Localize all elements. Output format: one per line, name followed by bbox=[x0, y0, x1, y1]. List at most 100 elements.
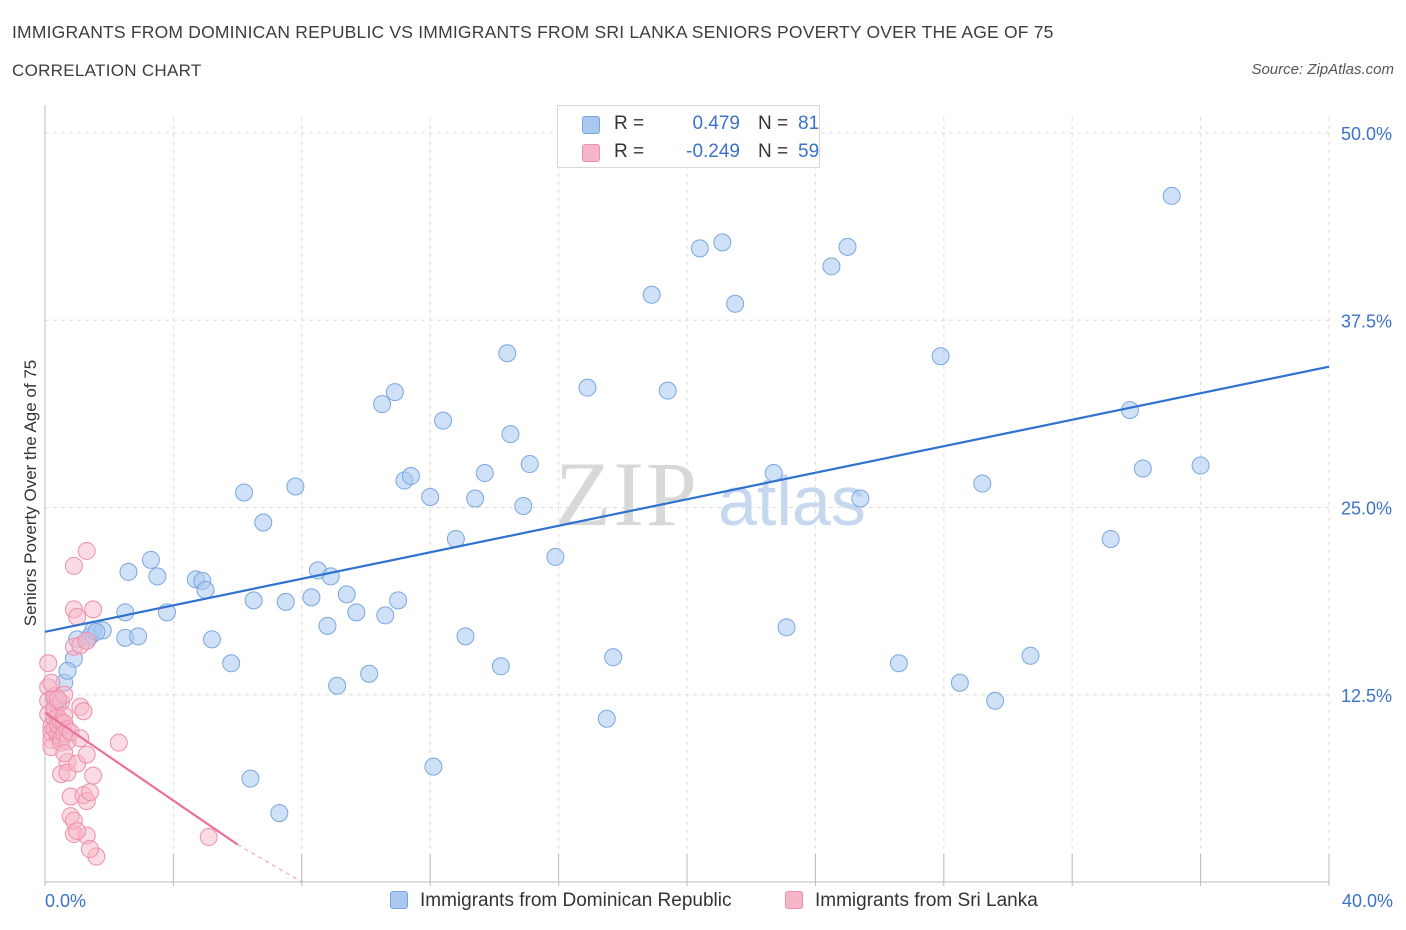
dominican-point bbox=[141, 550, 160, 569]
dominican-point bbox=[424, 757, 443, 776]
dominican-trendline bbox=[44, 365, 1330, 633]
svg-text:atlas: atlas bbox=[718, 462, 866, 540]
legend-n-label: N = bbox=[758, 113, 789, 134]
dominican-point bbox=[148, 567, 167, 586]
dominican-point bbox=[286, 477, 305, 496]
dominican-point bbox=[764, 464, 783, 483]
dominican-point bbox=[328, 676, 347, 695]
legend-item-dominican: Immigrants from Dominican Republic bbox=[390, 890, 732, 912]
srilanka-point bbox=[84, 600, 103, 619]
dominican-point bbox=[726, 294, 745, 313]
srilanka-point bbox=[68, 607, 87, 626]
dominican-point bbox=[931, 347, 950, 366]
dominican-point bbox=[713, 233, 732, 252]
dominican-point bbox=[337, 585, 356, 604]
dominican-point bbox=[302, 588, 321, 607]
dominican-point bbox=[385, 383, 404, 402]
points-layer bbox=[39, 186, 1210, 866]
srilanka-point bbox=[80, 840, 99, 859]
legend-r-value: 0.479 bbox=[692, 113, 740, 134]
dominican-point bbox=[235, 483, 254, 502]
dominican-point bbox=[321, 567, 340, 586]
dominican-point bbox=[950, 673, 969, 692]
legend-n-label: N = bbox=[758, 141, 789, 162]
y-tick-label: 25.0% bbox=[1341, 499, 1392, 519]
dominican-point bbox=[889, 654, 908, 673]
chart-title: IMMIGRANTS FROM DOMINICAN REPUBLIC VS IM… bbox=[12, 22, 1054, 42]
dominican-point bbox=[116, 603, 135, 622]
dominican-point bbox=[347, 603, 366, 622]
srilanka-point bbox=[39, 654, 58, 673]
dominican-point bbox=[270, 804, 289, 823]
dominican-point bbox=[642, 285, 661, 304]
dominican-point bbox=[1133, 459, 1152, 478]
dominican-point bbox=[690, 239, 709, 258]
y-tick-label: 37.5% bbox=[1341, 311, 1392, 331]
dominican-point bbox=[1191, 456, 1210, 475]
source-credit: Source: ZipAtlas.com bbox=[1251, 61, 1394, 78]
dominican-point bbox=[376, 606, 395, 625]
dominican-point bbox=[222, 654, 241, 673]
stats-legend: R = 0.479 N = 81 R = -0.249 N = 59 bbox=[557, 105, 820, 168]
srilanka-point bbox=[74, 702, 93, 721]
legend-label: Immigrants from Sri Lanka bbox=[815, 890, 1038, 911]
srilanka-point bbox=[109, 733, 128, 752]
dominican-point bbox=[360, 664, 379, 683]
dominican-point bbox=[546, 547, 565, 566]
dominican-point bbox=[401, 467, 420, 486]
dominican-point bbox=[58, 661, 77, 680]
y-tick-label: 12.5% bbox=[1341, 686, 1392, 706]
y-tick-label: 50.0% bbox=[1341, 124, 1392, 144]
dominican-point bbox=[318, 616, 337, 635]
srilanka-point bbox=[84, 766, 103, 785]
watermark: ZIP atlas bbox=[555, 443, 866, 545]
legend-r-label: R = bbox=[614, 141, 645, 162]
dominican-point bbox=[777, 618, 796, 637]
dominican-point bbox=[1162, 186, 1181, 205]
legend-r-label: R = bbox=[614, 113, 645, 134]
srilanka-point bbox=[64, 556, 83, 575]
dominican-point bbox=[514, 497, 533, 516]
srilanka-trendline bbox=[44, 711, 239, 846]
dominican-point bbox=[498, 344, 517, 363]
legend-swatch-blue bbox=[582, 116, 600, 134]
srilanka-point bbox=[77, 541, 96, 560]
dominican-point bbox=[578, 378, 597, 397]
dominican-point bbox=[604, 648, 623, 667]
dominican-point bbox=[456, 627, 475, 646]
legend-label: Immigrants from Dominican Republic bbox=[420, 890, 732, 911]
dominican-point bbox=[389, 591, 408, 610]
dominican-point bbox=[1021, 646, 1040, 665]
legend-n-value: 81 bbox=[798, 113, 820, 134]
dominican-point bbox=[373, 395, 392, 414]
dominican-point bbox=[1101, 529, 1120, 548]
legend-n-value: 59 bbox=[798, 141, 820, 162]
dominican-point bbox=[241, 769, 260, 788]
srilanka-point bbox=[77, 745, 96, 764]
dominican-point bbox=[244, 591, 263, 610]
x-tick-min: 0.0% bbox=[45, 891, 87, 911]
trend-layer bbox=[44, 365, 1330, 883]
dominican-point bbox=[475, 464, 494, 483]
dominican-point bbox=[434, 411, 453, 430]
srilanka-point bbox=[80, 783, 99, 802]
dominican-point bbox=[597, 709, 616, 728]
dominican-point bbox=[986, 691, 1005, 710]
dominican-point bbox=[491, 657, 510, 676]
legend-swatch-pink bbox=[582, 144, 600, 162]
srilanka-point bbox=[42, 673, 61, 692]
srilanka-point bbox=[77, 631, 96, 650]
srilanka-point bbox=[199, 828, 218, 847]
legend-r-value: -0.249 bbox=[686, 141, 740, 162]
y-tick-labels: 12.5% 25.0% 37.5% 50.0% bbox=[1341, 124, 1392, 706]
dominican-point bbox=[851, 489, 870, 508]
dominican-point bbox=[501, 425, 520, 444]
dominican-point bbox=[119, 562, 138, 581]
dominican-point bbox=[276, 592, 295, 611]
legend-item-srilanka: Immigrants from Sri Lanka bbox=[785, 890, 1038, 912]
chart-subtitle: CORRELATION CHART bbox=[12, 61, 202, 80]
dominican-point bbox=[838, 237, 857, 256]
srilanka-point bbox=[55, 744, 74, 763]
x-tick-max: 40.0% bbox=[1341, 891, 1393, 911]
